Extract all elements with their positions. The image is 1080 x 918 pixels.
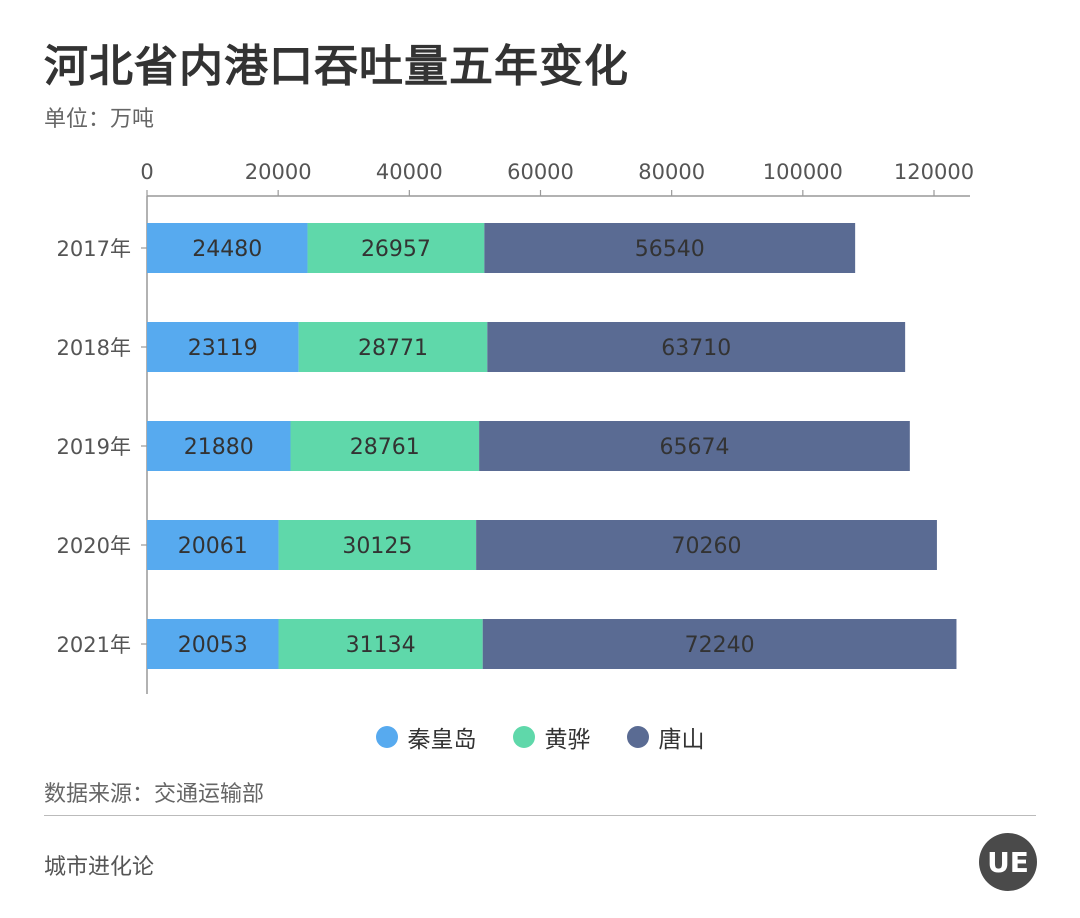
bar-value-label: 20061 — [178, 534, 248, 559]
x-tick-label: 0 — [140, 160, 153, 184]
bar-segment — [290, 421, 480, 471]
x-tick-label: 60000 — [507, 160, 574, 184]
bar-segment — [479, 421, 910, 471]
y-category-label: 2018年 — [57, 336, 131, 360]
bar-value-label: 70260 — [672, 534, 742, 559]
bar-value-label: 65674 — [659, 435, 729, 460]
y-category-label: 2019年 — [57, 435, 131, 459]
data-source: 数据来源：交通运输部 — [44, 782, 265, 807]
bar-segment — [147, 223, 308, 273]
unit-label: 单位：万吨 — [44, 107, 155, 132]
legend-item-qinhuangdao: 秦皇岛 — [375, 720, 477, 754]
chart-title: 河北省内港口吞吐量五年变化 — [44, 41, 629, 92]
legend-label: 唐山 — [658, 727, 705, 753]
bar-segment — [298, 322, 488, 372]
bar-segment — [482, 619, 957, 669]
x-tick-label: 80000 — [638, 160, 705, 184]
bar-value-label: 72240 — [685, 633, 755, 658]
bar-segment — [476, 520, 937, 570]
bar-value-label: 63710 — [661, 336, 731, 361]
bar-segment — [147, 322, 299, 372]
y-category-label: 2020年 — [57, 534, 131, 558]
brand-name: 城市进化论 — [44, 855, 155, 880]
bar-value-label: 26957 — [361, 237, 431, 262]
bar-segment — [147, 421, 291, 471]
legend-swatch — [512, 726, 535, 748]
y-category-label: 2021年 — [57, 633, 131, 657]
bar-value-label: 30125 — [342, 534, 412, 559]
bar-value-label: 31134 — [346, 633, 416, 658]
legend-swatch — [626, 726, 649, 748]
bar-segment — [278, 619, 483, 669]
bar-segment — [307, 223, 485, 273]
y-category-label: 2017年 — [57, 237, 131, 261]
bar-value-label: 20053 — [178, 633, 248, 658]
bar-value-label: 56540 — [635, 237, 705, 262]
legend-swatch — [375, 726, 398, 748]
bar-value-label: 21880 — [184, 435, 254, 460]
legend-item-huanghua: 黄骅 — [512, 720, 591, 754]
bar-value-label: 28761 — [350, 435, 420, 460]
bar-value-label: 23119 — [188, 336, 258, 361]
plot-group: 0 20000 40000 60000 80000 100000 120000 2017年 24… — [57, 160, 974, 694]
legend-label: 秦皇岛 — [407, 727, 477, 753]
legend-item-tangshan: 唐山 — [626, 720, 705, 754]
footer-divider — [44, 815, 1036, 816]
brand-logo: UE — [979, 833, 1037, 891]
bar-segment — [147, 520, 279, 570]
x-tick-label: 100000 — [763, 160, 843, 184]
bar-segment — [487, 322, 906, 372]
legend: 秦皇岛 黄骅 唐山 — [0, 720, 1080, 754]
bar-value-label: 24480 — [192, 237, 262, 262]
x-tick-label: 120000 — [894, 160, 974, 184]
bar-segment — [147, 619, 279, 669]
bar-segment — [484, 223, 856, 273]
x-tick-label: 40000 — [376, 160, 443, 184]
bar-segment — [278, 520, 477, 570]
bar-value-label: 28771 — [358, 336, 428, 361]
x-tick-label: 20000 — [245, 160, 312, 184]
legend-label: 黄骅 — [544, 727, 591, 753]
